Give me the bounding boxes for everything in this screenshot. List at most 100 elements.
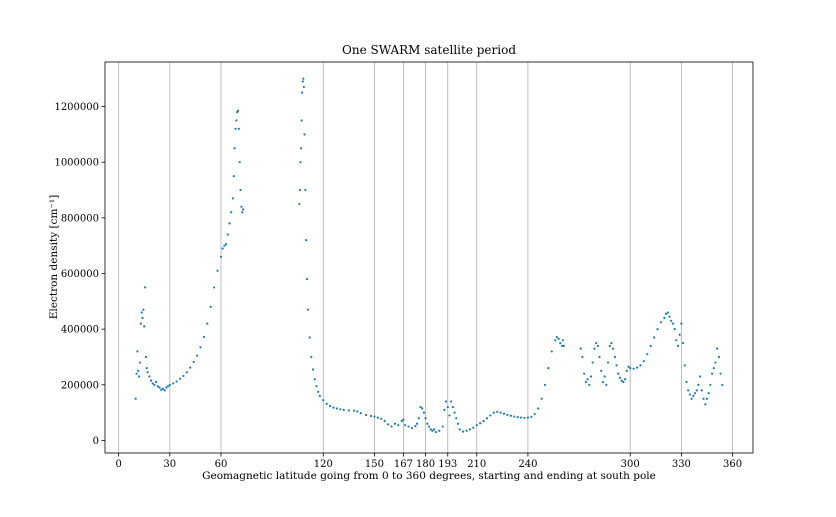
data-point <box>699 375 702 378</box>
data-point <box>453 411 456 414</box>
data-point <box>624 378 627 381</box>
data-point <box>710 372 714 375</box>
data-point <box>652 336 656 339</box>
data-point <box>438 429 441 432</box>
data-point <box>673 328 676 331</box>
data-point <box>300 147 303 150</box>
data-point <box>228 222 231 225</box>
data-point <box>465 429 468 432</box>
data-point <box>165 386 168 389</box>
data-point <box>161 387 165 390</box>
data-point <box>189 366 192 369</box>
y-tick-label: 1000000 <box>54 158 99 169</box>
data-point <box>543 383 547 386</box>
data-point <box>516 416 519 419</box>
data-point <box>455 417 458 420</box>
data-point <box>702 397 705 400</box>
data-point <box>595 341 598 345</box>
data-point <box>579 347 582 350</box>
data-point <box>168 383 171 386</box>
data-point <box>709 383 712 386</box>
data-point <box>559 341 562 345</box>
data-point <box>415 422 419 425</box>
data-point <box>622 380 625 384</box>
y-tick-label: 0 <box>93 436 99 447</box>
data-point <box>301 80 304 83</box>
data-point <box>299 161 302 164</box>
data-point <box>668 315 671 318</box>
data-point <box>383 419 386 423</box>
data-point <box>311 368 315 371</box>
data-point <box>656 328 659 331</box>
data-point <box>676 344 680 347</box>
data-point <box>240 205 243 208</box>
data-point <box>671 322 674 325</box>
data-point <box>620 379 623 382</box>
data-point <box>496 410 499 413</box>
data-point <box>617 372 620 375</box>
data-point <box>560 344 564 347</box>
data-point <box>160 388 163 391</box>
data-point <box>502 412 506 415</box>
data-point <box>719 372 722 375</box>
data-point <box>213 286 216 289</box>
plot-frame <box>104 61 754 454</box>
data-point <box>400 419 403 423</box>
data-point <box>475 424 478 427</box>
data-point <box>238 161 241 164</box>
data-point <box>302 85 305 89</box>
data-point <box>456 422 460 425</box>
data-point <box>482 419 485 423</box>
data-point <box>206 322 209 325</box>
data-point <box>675 339 678 342</box>
data-point <box>335 407 339 410</box>
data-point <box>446 405 449 409</box>
data-point <box>581 355 584 359</box>
data-point <box>192 360 195 364</box>
data-point <box>646 353 649 356</box>
data-point <box>642 360 645 363</box>
data-point <box>485 417 489 420</box>
data-point <box>450 400 453 403</box>
data-point <box>627 365 630 368</box>
x-tick-label: 30 <box>163 459 176 470</box>
data-point <box>305 277 309 281</box>
data-point <box>146 371 149 374</box>
data-point <box>606 361 610 364</box>
data-point <box>142 308 145 311</box>
data-point <box>583 372 586 375</box>
data-point <box>596 344 599 347</box>
data-point <box>306 308 310 311</box>
data-point <box>298 202 301 206</box>
data-point <box>422 411 425 414</box>
data-point <box>143 286 147 289</box>
data-point <box>325 402 328 405</box>
data-point <box>586 378 589 381</box>
data-point <box>603 375 606 378</box>
data-point <box>219 255 223 258</box>
data-point <box>554 339 557 342</box>
x-tick-label: 150 <box>365 459 384 470</box>
data-point <box>328 404 332 408</box>
data-point <box>235 119 238 122</box>
data-point <box>195 354 199 357</box>
data-point <box>151 382 154 385</box>
data-point <box>635 366 639 369</box>
data-point <box>308 336 311 339</box>
data-point <box>700 389 703 392</box>
data-point <box>199 346 202 349</box>
data-point <box>231 197 234 200</box>
data-point <box>138 361 142 364</box>
data-point <box>376 416 379 419</box>
data-point <box>714 361 717 364</box>
data-point <box>632 367 635 370</box>
data-point <box>182 374 185 378</box>
data-point <box>472 426 475 429</box>
x-tick-label: 167 <box>394 459 413 470</box>
data-point <box>185 371 188 374</box>
x-tick-label: 210 <box>467 459 486 470</box>
data-point <box>664 312 668 315</box>
data-point <box>717 355 720 359</box>
data-point <box>499 411 502 414</box>
